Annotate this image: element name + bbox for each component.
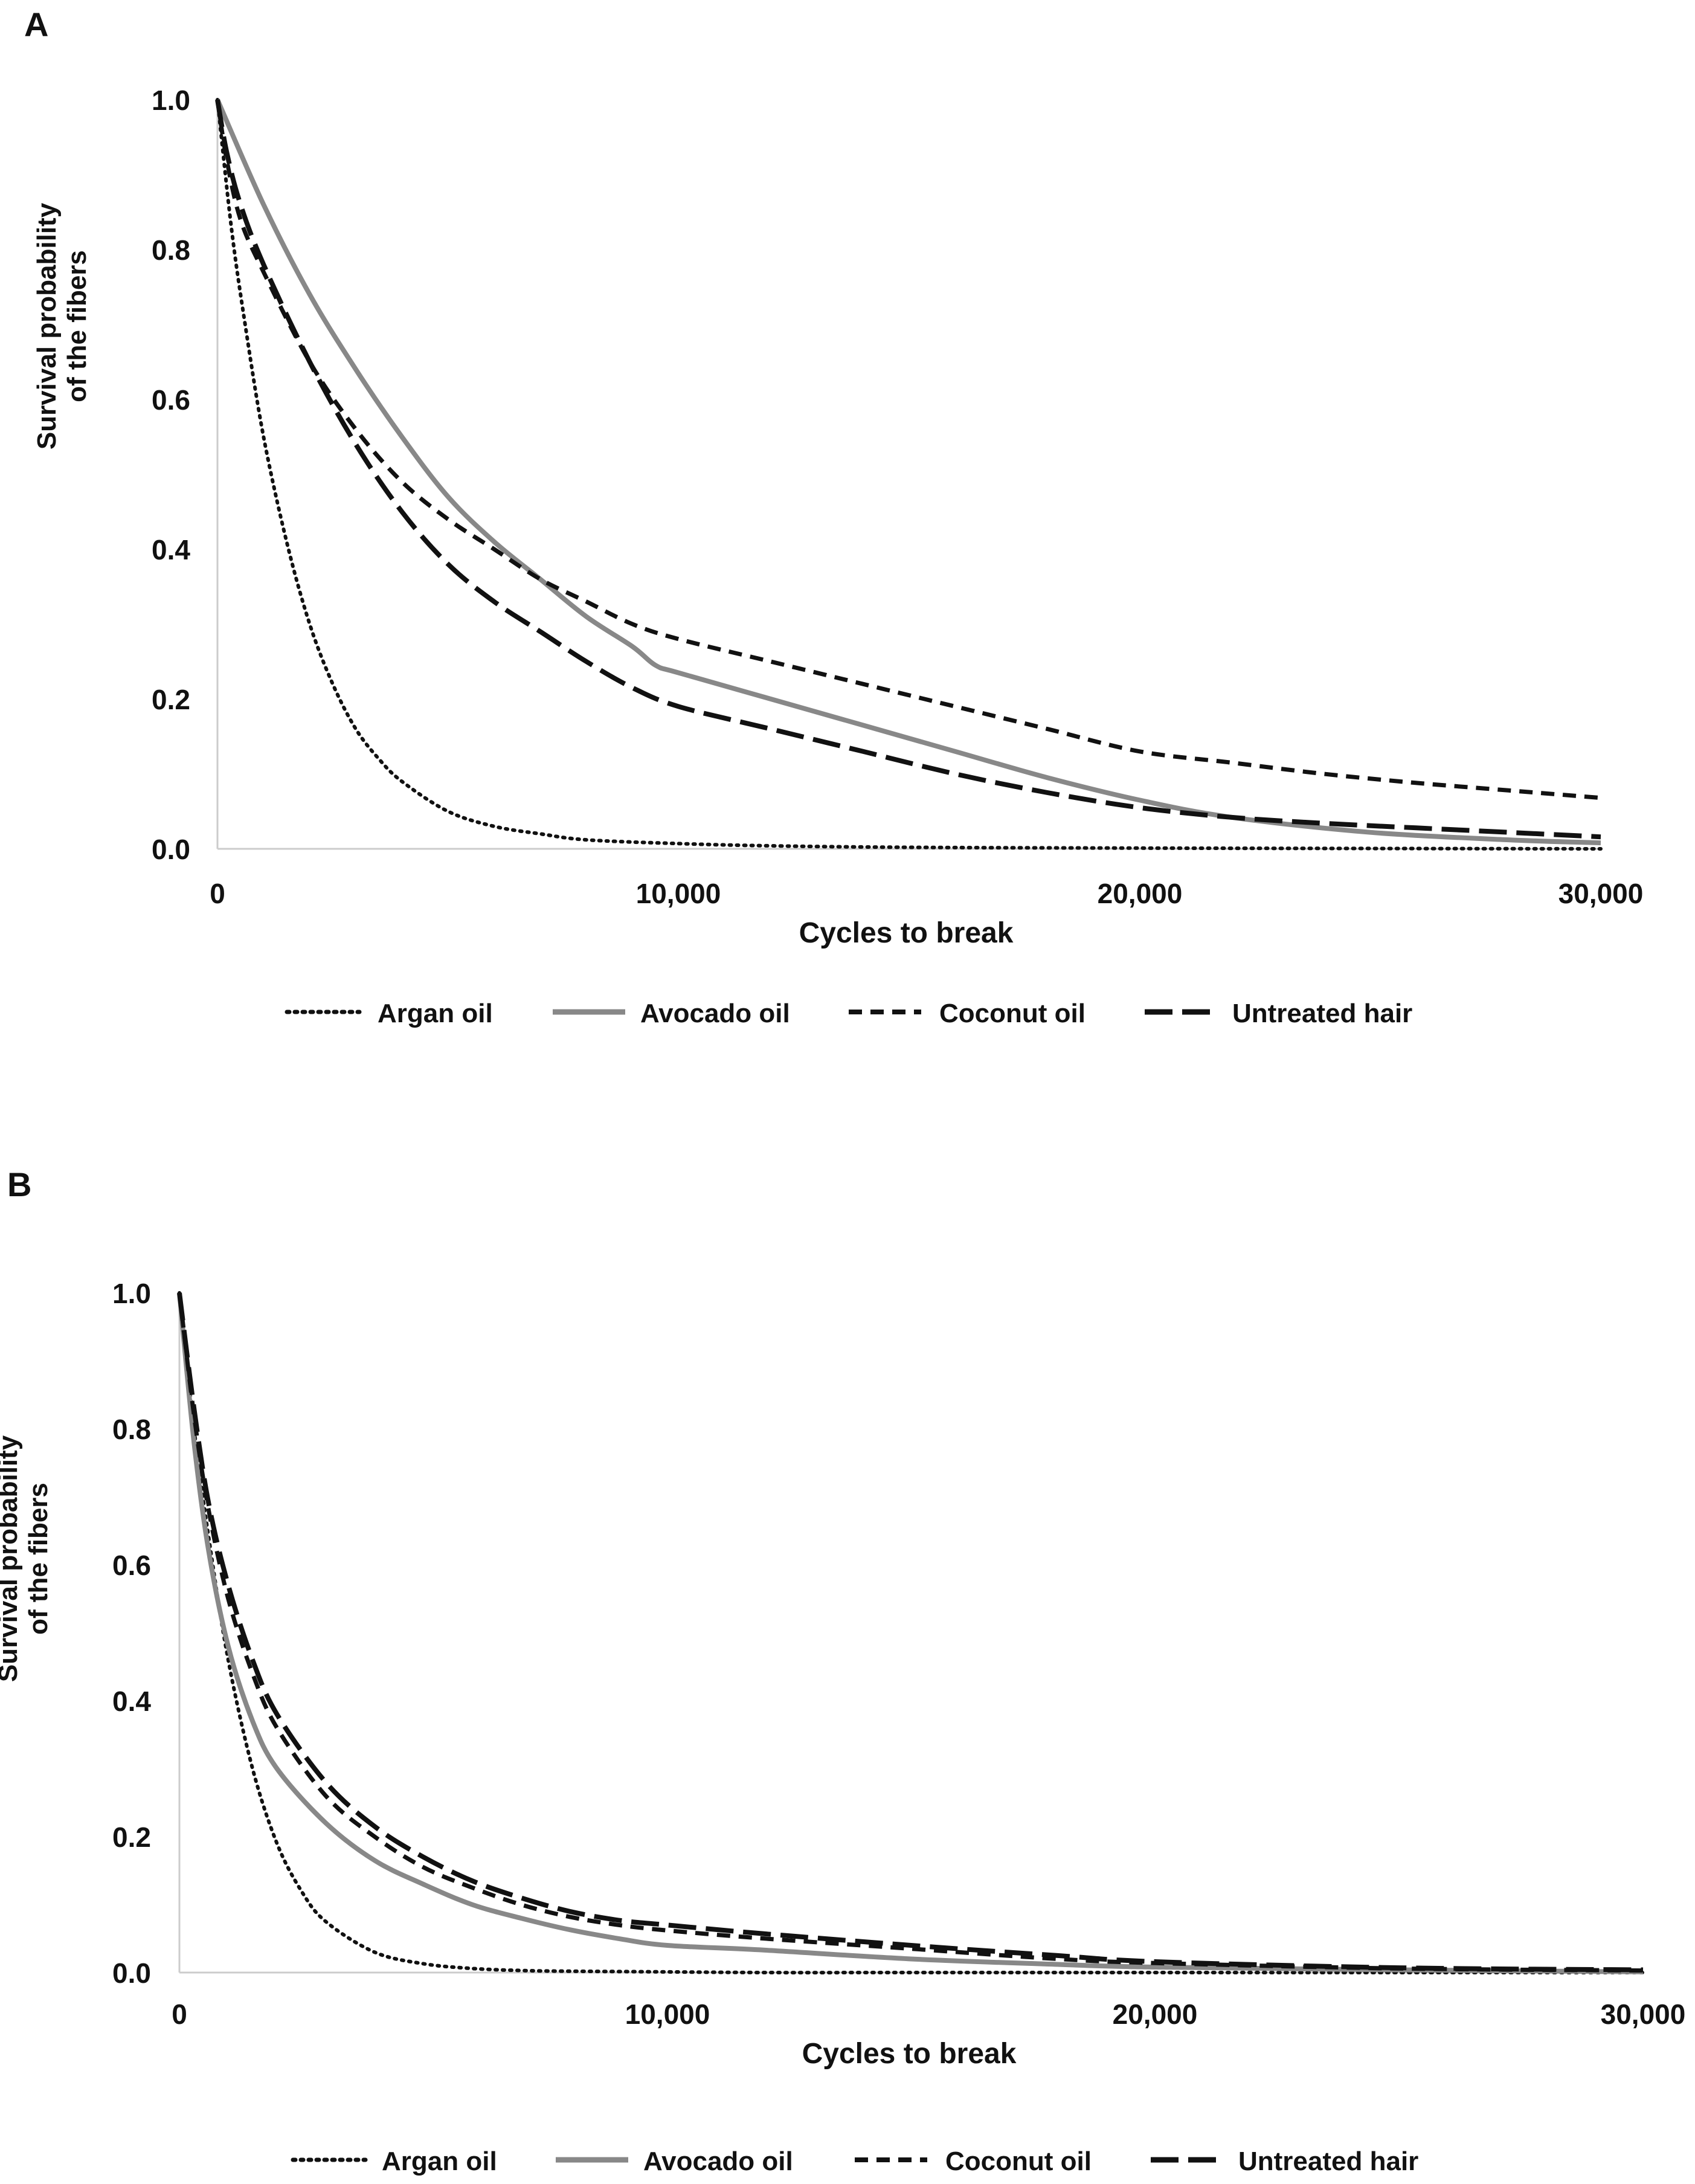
panel-b: B Survival probability of the fibers 1.0… (0, 1165, 1685, 2176)
panel-b-ytick-label: 0.6 (112, 1550, 151, 1581)
panel-a-ytick-label: 0.4 (152, 534, 190, 565)
panel-a-ytick-label: 0.8 (152, 234, 190, 266)
panel-a-series-avocado-oil (215, 98, 1601, 846)
legend-label-argan-oil: Argan oil (382, 2147, 497, 2176)
legend-label-coconut-oil: Coconut oil (945, 2147, 1092, 2176)
panel-b-xtick-label: 0 (172, 1999, 187, 2030)
panel-b-xtick-label: 10,000 (625, 1999, 710, 2030)
panel-a: A Survival probability of the fibers 1.0… (24, 5, 1643, 1028)
panel-b-ytick-label: 0.0 (112, 1957, 151, 1989)
panel-a-xlabel: Cycles to break (799, 917, 1014, 949)
legend-label-avocado-oil: Avocado oil (643, 2147, 793, 2176)
panel-b-ylabel-line1: Survival probability (0, 1435, 23, 1682)
panel-a-ytick-label: 0.0 (152, 834, 190, 865)
panel-b-label: B (7, 1165, 31, 1203)
panel-b-series-untreated-hair (177, 1292, 1644, 1973)
legend-label-untreated-hair: Untreated hair (1232, 999, 1412, 1028)
legend-label-avocado-oil: Avocado oil (640, 999, 790, 1028)
panel-b-series-coconut-oil (177, 1292, 1644, 1973)
panel-b-series-avocado-oil (177, 1292, 1644, 1974)
panel-a-series-untreated-hair (215, 99, 1601, 840)
panel-a-label: A (24, 5, 48, 43)
panel-a-series-coconut-oil (215, 99, 1601, 800)
panel-a-ylabel-line2: of the fibers (62, 250, 92, 402)
panel-a-xtick-label: 30,000 (1558, 878, 1644, 909)
legend-label-untreated-hair: Untreated hair (1238, 2147, 1418, 2176)
panel-a-xtick-label: 20,000 (1098, 878, 1183, 909)
panel-b-ytick-label: 1.0 (112, 1278, 151, 1309)
panel-a-ylabel: Survival probability of the fibers (32, 202, 92, 449)
legend-label-argan-oil: Argan oil (378, 999, 493, 1028)
panel-a-ytick-label: 0.6 (152, 384, 190, 416)
panel-b-xlabel: Cycles to break (802, 2038, 1017, 2070)
panel-b-xtick-label: 20,000 (1113, 1999, 1198, 2030)
panel-b-ytick-label: 0.4 (112, 1686, 151, 1717)
panel-b-ytick-label: 0.2 (112, 1822, 151, 1853)
panel-a-xtick-label: 10,000 (636, 878, 721, 909)
panel-a-ylabel-line1: Survival probability (32, 202, 62, 449)
panel-a-series-argan-oil (216, 98, 1603, 851)
panel-a-ytick-label: 0.2 (152, 684, 190, 715)
panel-b-xtick-label: 30,000 (1601, 1999, 1686, 2030)
legend-label-coconut-oil: Coconut oil (939, 999, 1086, 1028)
panel-b-ytick-label: 0.8 (112, 1414, 151, 1445)
panel-b-ylabel-line2: of the fibers (24, 1483, 53, 1635)
panel-b-ylabel: Survival probability of the fibers (0, 1435, 53, 1682)
panel-a-legend: Argan oil Avocado oil Coconut oil Untrea… (285, 999, 1412, 1028)
panel-a-xtick-label: 0 (210, 878, 225, 909)
panel-b-legend: Argan oil Avocado oil Coconut oil Untrea… (291, 2147, 1418, 2176)
panel-a-ytick-label: 1.0 (152, 85, 190, 116)
